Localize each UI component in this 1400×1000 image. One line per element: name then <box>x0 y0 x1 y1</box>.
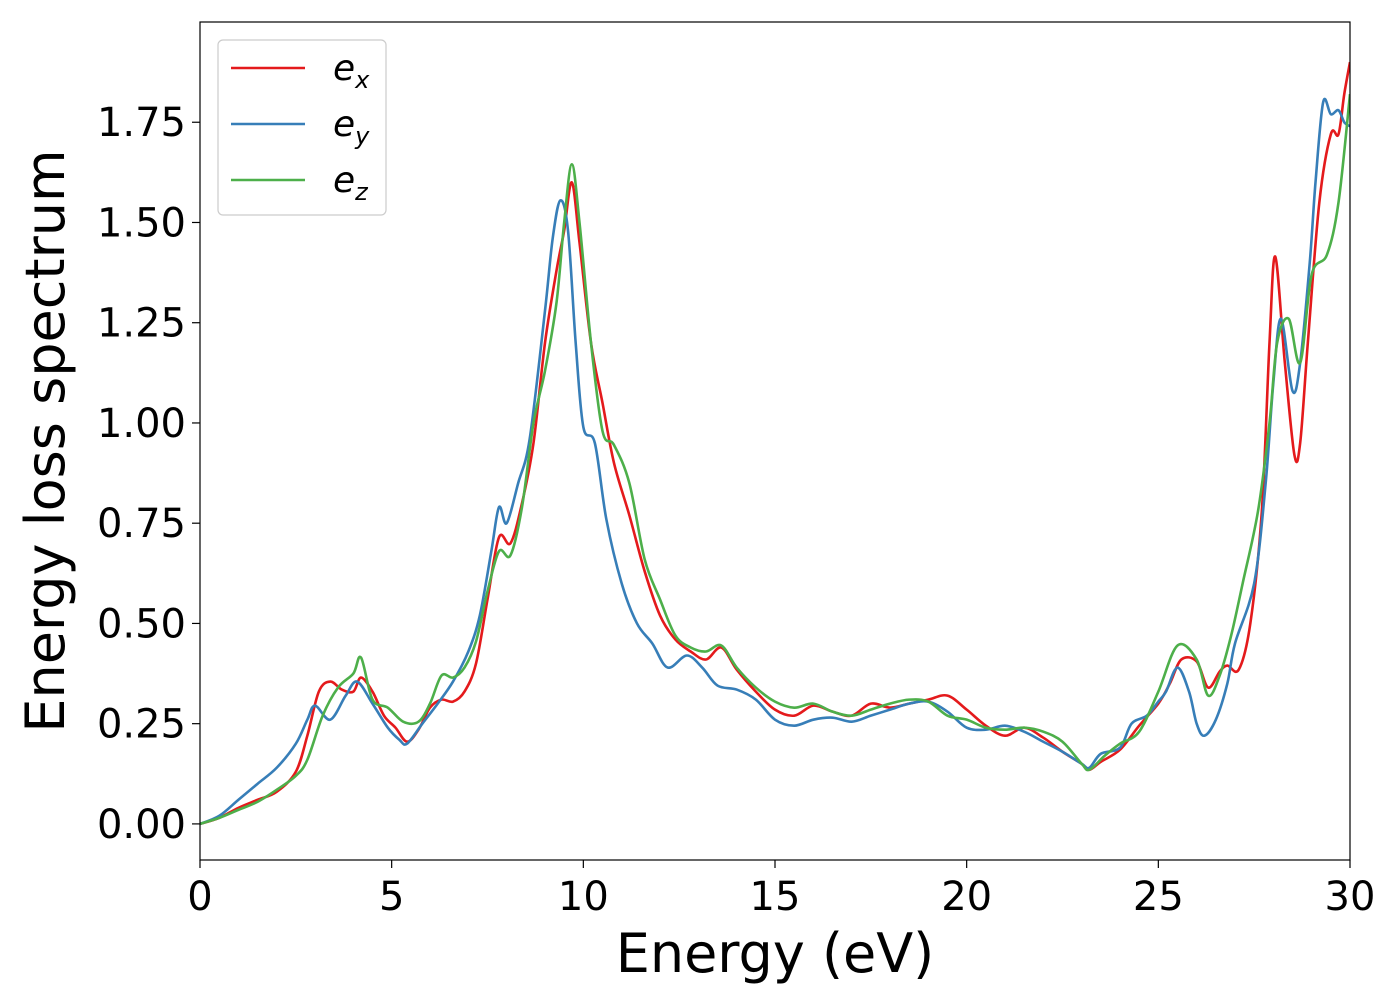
x-tick-label: 25 <box>1133 874 1184 920</box>
y-tick-label: 1.00 <box>97 401 186 447</box>
legend-label-base: e <box>333 160 355 201</box>
y-tick-label: 0.00 <box>97 802 186 848</box>
legend-box <box>217 39 387 216</box>
x-tick-label: 0 <box>187 874 212 920</box>
x-axis-ticks: 0 5 10 15 20 25 30 <box>187 860 1375 920</box>
series-line-e-y <box>200 97 1350 826</box>
legend-label-base: e <box>333 48 355 89</box>
series-line-e-x <box>200 61 1350 826</box>
y-tick-label: 1.50 <box>97 200 186 246</box>
legend-label-subscript: x <box>354 66 370 94</box>
x-tick-label: 5 <box>379 874 404 920</box>
x-tick-label: 20 <box>941 874 992 920</box>
y-tick-label: 1.25 <box>97 301 186 347</box>
y-tick-label: 0.50 <box>97 601 186 647</box>
x-axis-label: Energy (eV) <box>616 922 935 985</box>
y-tick-label: 0.25 <box>97 702 186 748</box>
y-axis-label: Energy loss spectrum <box>14 149 77 732</box>
legend-label-base: e <box>333 104 355 145</box>
legend-label-z: ez <box>333 160 369 206</box>
series-line-e-z <box>200 94 1350 826</box>
legend-label-x: ex <box>333 48 370 94</box>
series-layer <box>200 61 1350 826</box>
y-tick-label: 0.75 <box>97 501 186 547</box>
x-tick-label: 30 <box>1325 874 1376 920</box>
y-axis-ticks: 0.00 0.25 0.50 0.75 1.00 1.25 1.50 1.75 <box>97 100 200 848</box>
legend-label-y: ey <box>333 104 370 150</box>
x-tick-label: 10 <box>558 874 609 920</box>
y-tick-label: 1.75 <box>97 100 186 146</box>
legend-label-subscript: y <box>354 122 370 150</box>
legend-label-subscript: z <box>354 178 369 206</box>
x-tick-label: 15 <box>750 874 801 920</box>
